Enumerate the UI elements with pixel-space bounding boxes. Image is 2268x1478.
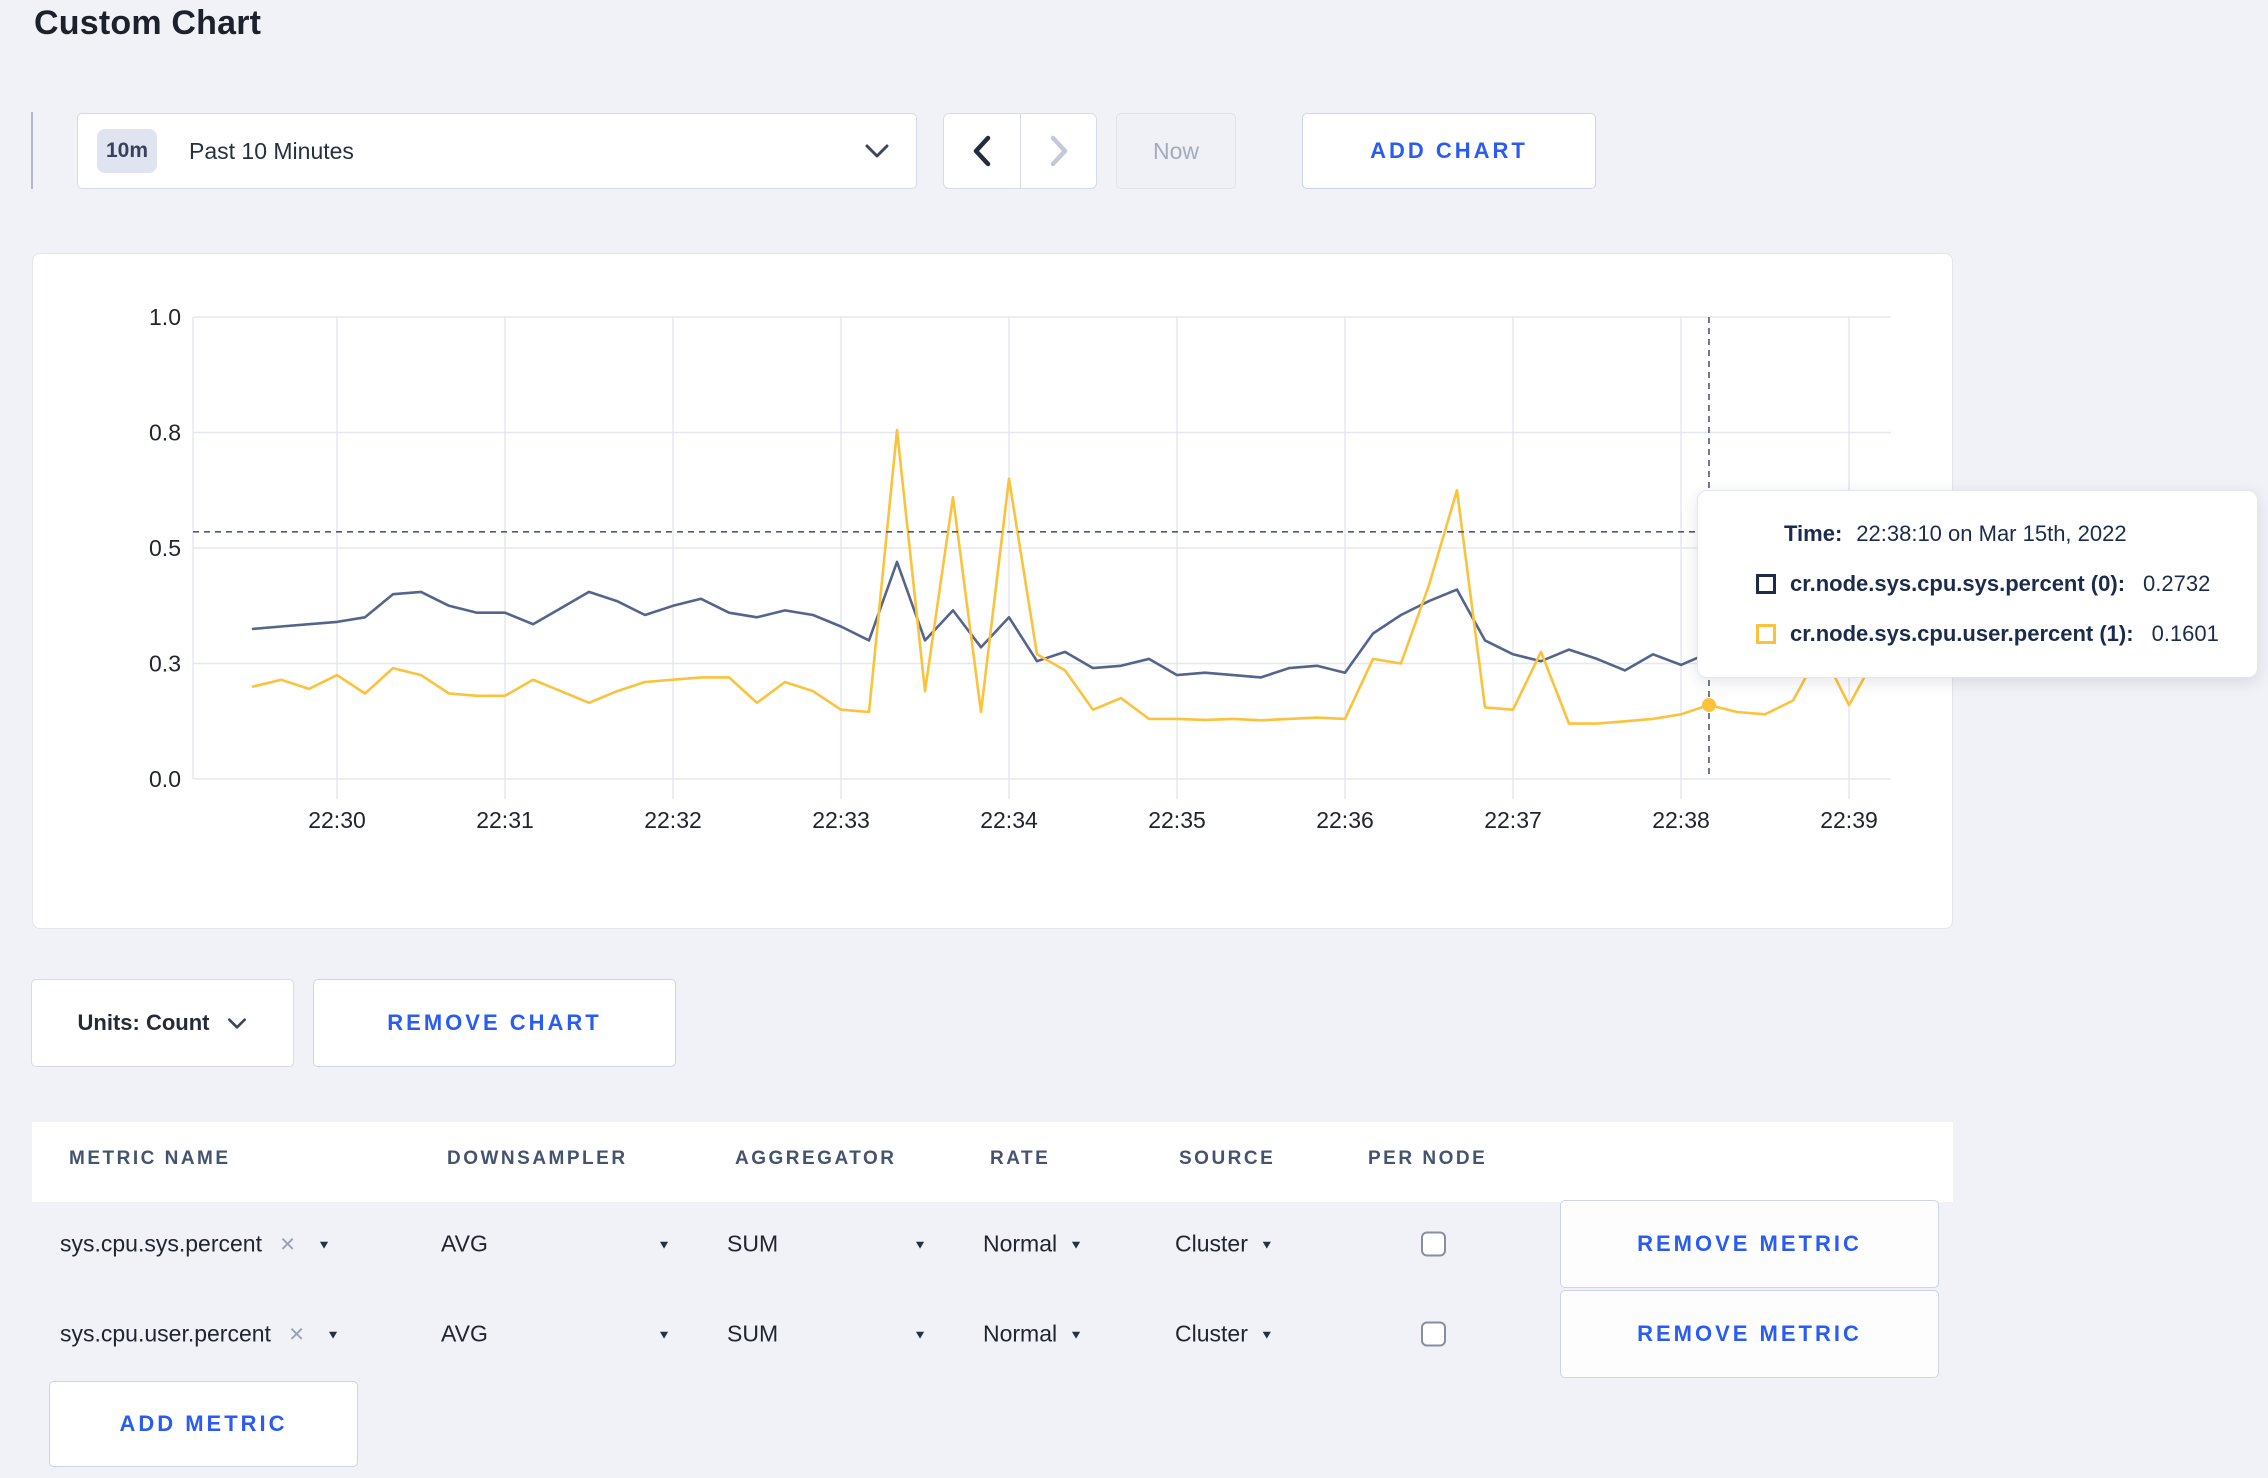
time-range-badge: 10m: [97, 129, 157, 173]
tooltip-series-label: cr.node.sys.cpu.user.percent (1):: [1790, 621, 2134, 646]
toolbar-divider: [31, 112, 33, 189]
svg-text:0.8: 0.8: [149, 420, 181, 446]
remove-metric-button[interactable]: REMOVE METRIC: [1560, 1200, 1939, 1288]
svg-text:22:30: 22:30: [308, 807, 366, 833]
chevron-down-icon: ▼: [1259, 1237, 1274, 1251]
chevron-down-icon: ▼: [913, 1237, 927, 1251]
per-node-checkbox[interactable]: [1421, 1321, 1446, 1347]
units-dropdown[interactable]: Units: Count: [31, 979, 294, 1067]
downsampler-select[interactable]: AVG ▼: [441, 1231, 671, 1258]
metric-name-value: sys.cpu.sys.percent: [60, 1230, 262, 1257]
metric-name-select[interactable]: sys.cpu.sys.percent × ▼: [60, 1229, 331, 1260]
tooltip-time-label: Time:: [1784, 521, 1843, 546]
line-chart[interactable]: 0.0 0.3 0.5 0.8 1.0 22:30 22:31 22:32 22:33 22:34…: [33, 254, 1954, 930]
time-range-dropdown[interactable]: 10m Past 10 Minutes: [77, 113, 917, 189]
svg-text:22:31: 22:31: [476, 807, 534, 833]
chevron-down-icon: ▼: [1069, 1237, 1083, 1251]
metric-name-value: sys.cpu.user.percent: [60, 1320, 271, 1347]
svg-text:22:37: 22:37: [1484, 807, 1542, 833]
rate-value: Normal: [983, 1230, 1058, 1257]
tooltip-series-row: cr.node.sys.cpu.sys.percent (0): 0.2732: [1756, 571, 2210, 597]
column-header-source: SOURCE: [1179, 1148, 1276, 1169]
column-header-rate: RATE: [990, 1148, 1051, 1169]
chart-panel: 0.0 0.3 0.5 0.8 1.0 22:30 22:31 22:32 22:33 22:34…: [32, 253, 1953, 929]
svg-text:22:35: 22:35: [1148, 807, 1206, 833]
aggregator-value: SUM: [727, 1320, 779, 1347]
chevron-down-icon[interactable]: ▼: [317, 1237, 332, 1251]
metric-row: sys.cpu.sys.percent × ▼ AVG ▼ SUM ▼ Norm…: [32, 1200, 1953, 1288]
tooltip-series-value: 0.1601: [2151, 621, 2219, 646]
tooltip-series-value: 0.2732: [2143, 571, 2211, 596]
prev-time-button[interactable]: [943, 113, 1021, 189]
remove-chart-button[interactable]: REMOVE CHART: [313, 979, 676, 1067]
clear-metric-icon[interactable]: ×: [279, 1228, 296, 1259]
page-title: Custom Chart: [34, 4, 262, 42]
chevron-down-icon: ▼: [657, 1327, 671, 1341]
source-value: Cluster: [1175, 1320, 1248, 1347]
svg-text:22:36: 22:36: [1316, 807, 1374, 833]
aggregator-value: SUM: [727, 1230, 779, 1257]
clear-metric-icon[interactable]: ×: [288, 1318, 305, 1349]
svg-text:0.3: 0.3: [149, 651, 181, 677]
rate-value: Normal: [983, 1320, 1058, 1347]
downsampler-value: AVG: [441, 1320, 488, 1347]
chevron-down-icon: [865, 144, 889, 158]
add-chart-button[interactable]: ADD CHART: [1302, 113, 1596, 189]
svg-text:0.5: 0.5: [149, 535, 181, 561]
column-header-per-node: PER NODE: [1368, 1148, 1488, 1169]
svg-text:22:32: 22:32: [644, 807, 702, 833]
svg-text:22:39: 22:39: [1820, 807, 1878, 833]
svg-text:22:33: 22:33: [812, 807, 870, 833]
units-label: Units: Count: [77, 1010, 210, 1035]
svg-text:1.0: 1.0: [149, 304, 181, 330]
aggregator-select[interactable]: SUM ▼: [727, 1231, 927, 1258]
chevron-right-icon: [1050, 135, 1067, 167]
time-range-label: Past 10 Minutes: [189, 137, 354, 164]
aggregator-select[interactable]: SUM ▼: [727, 1321, 927, 1348]
metric-row: sys.cpu.user.percent × ▼ AVG ▼ SUM ▼ Nor…: [32, 1290, 1953, 1378]
tooltip-series-row: cr.node.sys.cpu.user.percent (1): 0.1601: [1756, 621, 2219, 647]
chevron-down-icon: ▼: [1259, 1327, 1274, 1341]
tooltip-time-value: 22:38:10 on Mar 15th, 2022: [1856, 521, 2127, 546]
source-select[interactable]: Cluster ▼: [1175, 1321, 1274, 1348]
svg-text:22:38: 22:38: [1652, 807, 1710, 833]
now-button[interactable]: Now: [1116, 113, 1236, 189]
tooltip-time-row: Time: 22:38:10 on Mar 15th, 2022: [1784, 521, 2127, 547]
metrics-table-header: METRIC NAME DOWNSAMPLER AGGREGATOR RATE …: [32, 1122, 1953, 1202]
chevron-down-icon: ▼: [913, 1327, 927, 1341]
column-header-metric-name: METRIC NAME: [69, 1148, 231, 1169]
metric-name-select[interactable]: sys.cpu.user.percent × ▼: [60, 1319, 340, 1350]
next-time-button[interactable]: [1020, 113, 1097, 189]
downsampler-select[interactable]: AVG ▼: [441, 1321, 671, 1348]
add-metric-button[interactable]: ADD METRIC: [49, 1381, 358, 1467]
chevron-down-icon: ▼: [1069, 1327, 1083, 1341]
chevron-down-icon: ▼: [657, 1237, 671, 1251]
sys-series-swatch-icon: [1756, 574, 1776, 594]
chart-tooltip: Time: 22:38:10 on Mar 15th, 2022 cr.node.…: [1697, 490, 2258, 678]
tooltip-series-label: cr.node.sys.cpu.sys.percent (0):: [1790, 571, 2126, 596]
user-series-swatch-icon: [1756, 624, 1776, 644]
svg-text:22:34: 22:34: [980, 807, 1038, 833]
rate-select[interactable]: Normal ▼: [983, 1321, 1083, 1348]
column-header-downsampler: DOWNSAMPLER: [447, 1148, 628, 1169]
rate-select[interactable]: Normal ▼: [983, 1231, 1083, 1258]
chevron-down-icon: [228, 1017, 247, 1029]
downsampler-value: AVG: [441, 1230, 488, 1257]
remove-metric-button[interactable]: REMOVE METRIC: [1560, 1290, 1939, 1378]
source-select[interactable]: Cluster ▼: [1175, 1231, 1274, 1258]
chevron-down-icon[interactable]: ▼: [326, 1327, 340, 1341]
source-value: Cluster: [1175, 1230, 1248, 1257]
per-node-checkbox[interactable]: [1421, 1231, 1446, 1257]
svg-text:0.0: 0.0: [149, 766, 181, 792]
column-header-aggregator: AGGREGATOR: [735, 1148, 897, 1169]
chevron-left-icon: [973, 135, 991, 167]
